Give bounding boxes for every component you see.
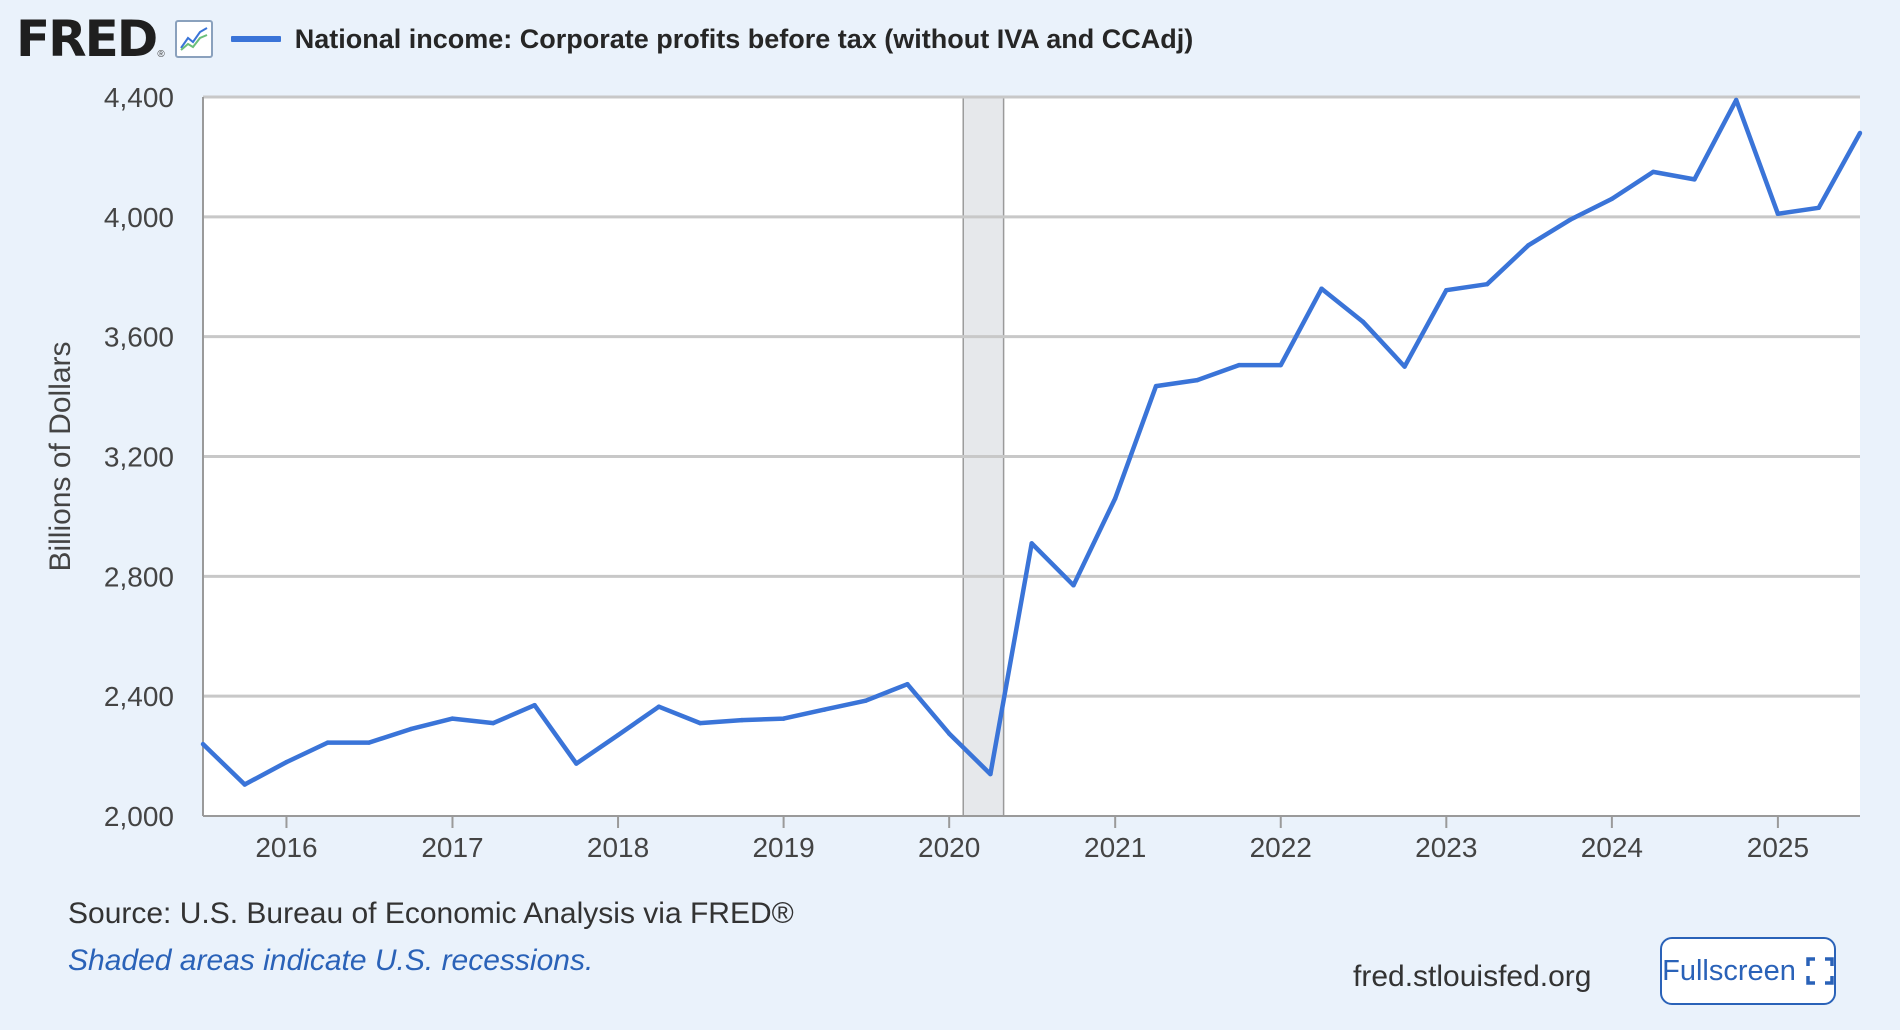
x-tick-label: 2021 [1084, 832, 1146, 863]
data-point[interactable] [1692, 177, 1697, 182]
y-tick-label: 2,400 [104, 681, 174, 712]
data-point[interactable] [781, 716, 786, 721]
data-point[interactable] [1112, 496, 1118, 501]
y-tick-label: 3,200 [104, 442, 174, 473]
data-point[interactable] [574, 761, 579, 766]
data-point[interactable] [1153, 383, 1159, 389]
data-point[interactable] [656, 704, 662, 709]
data-point[interactable] [1319, 286, 1324, 291]
y-tick-label: 2,800 [104, 561, 174, 592]
data-point[interactable] [366, 740, 372, 745]
data-point[interactable] [284, 759, 289, 765]
data-point[interactable] [697, 720, 703, 726]
data-point[interactable] [1029, 541, 1034, 546]
x-tick-label: 2017 [421, 832, 483, 863]
data-point[interactable] [1236, 362, 1242, 368]
data-point[interactable] [450, 716, 455, 721]
x-tick-label: 2024 [1581, 832, 1643, 863]
data-point[interactable] [1195, 377, 1200, 383]
x-tick-label: 2019 [752, 832, 814, 863]
data-point[interactable] [1816, 205, 1821, 211]
site-url[interactable]: fred.stlouisfed.org [1353, 960, 1592, 993]
data-point[interactable] [200, 741, 206, 747]
x-tick-label: 2016 [255, 832, 317, 863]
data-point[interactable] [1857, 130, 1863, 136]
data-point[interactable] [739, 717, 745, 723]
source-note: Source: U.S. Bureau of Economic Analysis… [68, 897, 794, 930]
data-point[interactable] [1444, 288, 1449, 293]
line-chart-icon[interactable] [174, 20, 213, 58]
recession-note: Shaded areas indicate U.S. recessions. [68, 944, 594, 977]
chart-header: FRED ® National income: Corporate profit… [16, 12, 1193, 66]
y-axis-title: Billions of Dollars [44, 341, 77, 571]
data-point[interactable] [325, 740, 330, 745]
data-point[interactable] [1609, 196, 1615, 202]
data-point[interactable] [1360, 319, 1366, 324]
data-point[interactable] [1278, 362, 1283, 368]
y-tick-label: 3,600 [104, 322, 174, 353]
data-point[interactable] [1402, 364, 1407, 369]
data-point[interactable] [1071, 583, 1076, 588]
data-point[interactable] [1733, 97, 1739, 103]
y-tick-label: 4,400 [104, 82, 174, 113]
fullscreen-button[interactable]: Fullscreen [1660, 937, 1836, 1005]
data-point[interactable] [822, 707, 827, 712]
y-tick-label: 2,000 [104, 801, 174, 832]
fullscreen-icon [1806, 957, 1834, 985]
data-point[interactable] [408, 726, 413, 732]
fred-logo-mark: ® [157, 49, 165, 60]
data-point[interactable] [1567, 217, 1573, 223]
x-tick-label: 2022 [1250, 832, 1312, 863]
data-point[interactable] [1775, 211, 1781, 217]
data-point[interactable] [242, 782, 247, 787]
data-point[interactable] [863, 698, 868, 703]
x-tick-label: 2020 [918, 832, 980, 863]
line-chart: 2,000 2,400 2,800 3,200 3,600 4,000 4,400 2016 2… [44, 82, 1863, 863]
data-point[interactable] [1650, 169, 1656, 175]
data-point[interactable] [988, 771, 993, 777]
data-point[interactable] [946, 731, 952, 736]
data-point[interactable] [1484, 282, 1490, 287]
fullscreen-label: Fullscreen [1662, 954, 1796, 987]
x-tick-label: 2023 [1415, 832, 1477, 863]
data-point[interactable] [532, 702, 537, 708]
series-title[interactable]: National income: Corporate profits befor… [294, 23, 1194, 54]
y-tick-label: 4,000 [104, 202, 174, 233]
x-tick-label: 2018 [587, 832, 649, 863]
data-point[interactable] [905, 681, 910, 687]
x-tick-label: 2025 [1747, 832, 1809, 863]
data-point[interactable] [491, 720, 496, 726]
data-point[interactable] [615, 732, 621, 738]
data-point[interactable] [1526, 243, 1531, 248]
fred-logo[interactable]: FRED [16, 10, 158, 68]
legend-swatch [230, 36, 281, 42]
